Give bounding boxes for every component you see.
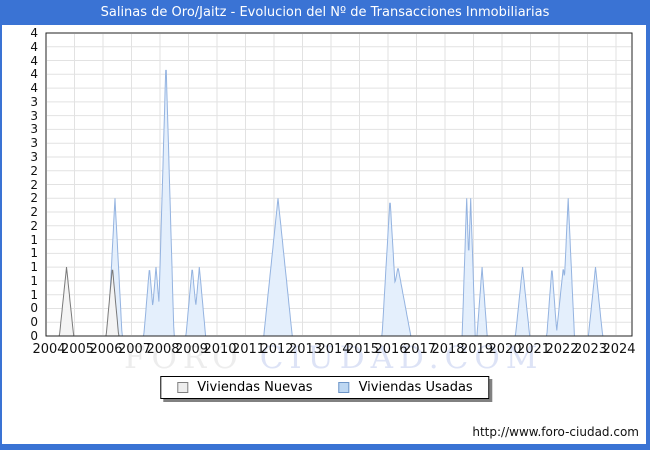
x-tick-label: 2024 [602, 342, 636, 357]
y-tick-label: 4 [30, 81, 38, 96]
x-tick-label: 2008 [146, 342, 180, 357]
title-bar: Salinas de Oro/Jaitz - Evolucion del Nº … [0, 0, 650, 25]
x-tick-label: 2012 [260, 342, 294, 357]
footer-url: http://www.foro-ciudad.com [472, 425, 639, 439]
watermark: FORO CIUDAD.COM [124, 340, 544, 376]
x-tick-label: 2006 [89, 342, 123, 357]
x-tick-label: 2018 [431, 342, 465, 357]
y-tick-label: 0 [30, 329, 38, 343]
x-tick-label: 2016 [374, 342, 408, 357]
legend-swatch-nuevas-icon [177, 382, 189, 393]
legend-swatch-usadas-icon [338, 382, 350, 393]
y-tick-label: 1 [30, 246, 38, 261]
x-tick-label: 2011 [231, 342, 266, 357]
window-border-left [0, 25, 2, 450]
y-tick-label: 4 [30, 39, 38, 54]
y-tick-label: 2 [30, 191, 38, 206]
y-tick-label: 2 [30, 177, 38, 192]
page-title: Salinas de Oro/Jaitz - Evolucion del Nº … [100, 5, 550, 20]
legend-label-nuevas: Viviendas Nuevas [197, 380, 313, 395]
y-tick-label: 4 [30, 53, 38, 68]
x-tick-label: 2007 [117, 342, 152, 357]
legend: Viviendas Nuevas Viviendas Usadas [160, 376, 490, 399]
window-border-right [646, 25, 650, 450]
y-tick-label: 0 [30, 315, 38, 330]
y-tick-label: 3 [30, 149, 38, 164]
legend-item-viviendas-nuevas: Viviendas Nuevas [177, 380, 313, 395]
y-tick-label: 1 [30, 232, 38, 247]
window-border-bottom [0, 444, 650, 450]
x-tick-label: 2010 [203, 342, 237, 357]
legend-item-viviendas-usadas: Viviendas Usadas [338, 380, 473, 395]
y-tick-label: 4 [30, 67, 38, 82]
y-tick-label: 3 [30, 136, 38, 151]
y-tick-label: 2 [30, 218, 38, 233]
legend-label-usadas: Viviendas Usadas [358, 380, 473, 395]
y-tick-label: 1 [30, 260, 38, 275]
x-tick-label: 2020 [488, 342, 522, 357]
x-tick-label: 2022 [545, 342, 579, 357]
watermark-ciudad: CIUDAD.COM [259, 340, 544, 376]
y-tick-label: 4 [30, 26, 38, 40]
x-tick-label: 2019 [459, 342, 494, 357]
y-tick-label: 1 [30, 287, 38, 302]
y-tick-label: 1 [30, 273, 38, 288]
x-tick-label: 2004 [32, 342, 66, 357]
x-tick-label: 2017 [402, 342, 437, 357]
x-tick-label: 2021 [516, 342, 551, 357]
x-axis-labels: 2004 2005 2006 2007 2008 2009 2010 2011 2012 2013… [0, 342, 650, 358]
y-tick-label: 2 [30, 163, 38, 178]
y-tick-label: 3 [30, 122, 38, 137]
y-tick-label: 3 [30, 94, 38, 109]
x-tick-label: 2009 [174, 342, 209, 357]
watermark-foro: FORO [124, 340, 244, 376]
x-tick-label: 2005 [60, 342, 95, 357]
y-tick-label: 2 [30, 205, 38, 220]
y-tick-label: 0 [30, 301, 38, 316]
x-tick-label: 2015 [345, 342, 380, 357]
x-tick-label: 2014 [317, 342, 351, 357]
x-tick-label: 2023 [573, 342, 608, 357]
x-tick-label: 2013 [288, 342, 323, 357]
y-tick-label: 3 [30, 108, 38, 123]
